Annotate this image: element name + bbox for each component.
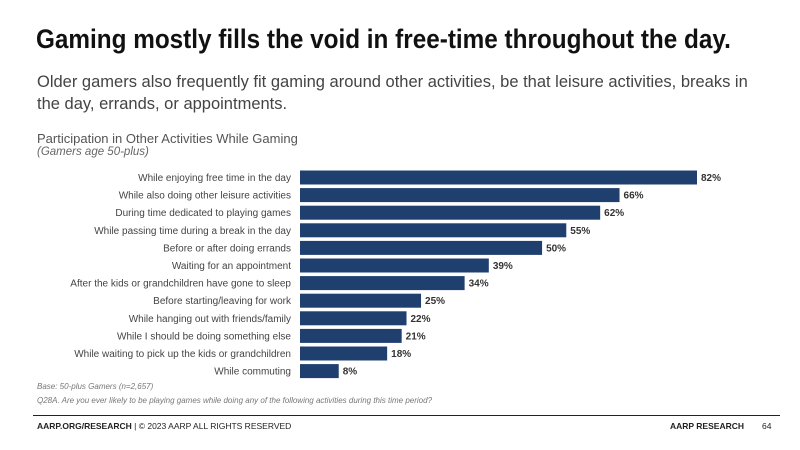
- footer-divider: [33, 415, 780, 416]
- data-label: 50%: [546, 243, 566, 254]
- data-label: 8%: [343, 367, 358, 378]
- data-label: 62%: [604, 208, 624, 219]
- data-label: 25%: [425, 296, 445, 307]
- page-title: Gaming mostly fills the void in free-tim…: [36, 24, 731, 54]
- category-label: While also doing other leisure activitie…: [119, 191, 291, 202]
- bar: [300, 346, 388, 361]
- page-subtitle: Older gamers also frequently fit gaming …: [37, 73, 748, 113]
- footer-copyright: | © 2023 AARP ALL RIGHTS RESERVED: [134, 421, 292, 431]
- base-note: Base: 50-plus Gamers (n=2,657): [37, 382, 154, 391]
- data-label: 66%: [624, 191, 644, 202]
- category-label: Before or after doing errands: [163, 243, 291, 254]
- bar: [300, 276, 465, 291]
- data-label: 22%: [411, 314, 431, 325]
- category-label: While hanging out with friends/family: [129, 314, 291, 325]
- chart-title: Participation in Other Activities While …: [37, 131, 298, 146]
- category-label: While I should be doing something else: [117, 331, 291, 342]
- data-label: 18%: [391, 349, 411, 360]
- data-label: 82%: [701, 173, 721, 184]
- bar: [300, 258, 489, 273]
- bar: [300, 293, 422, 308]
- bar: [300, 170, 697, 185]
- category-label: Before starting/leaving for work: [153, 296, 292, 307]
- bar: [300, 240, 543, 255]
- footer-site: AARP.ORG/RESEARCH: [37, 421, 132, 431]
- data-label: 39%: [493, 261, 513, 272]
- bar: [300, 311, 407, 326]
- category-label: Waiting for an appointment: [172, 261, 291, 272]
- footer-brand: AARP RESEARCH: [670, 421, 744, 431]
- bar: [300, 223, 567, 238]
- question-note: Q28A. Are you ever likely to be playing …: [37, 396, 433, 405]
- bar: [300, 328, 402, 343]
- bar: [300, 364, 339, 379]
- category-label: While passing time during a break in the…: [94, 226, 291, 237]
- category-label: During time dedicated to playing games: [115, 208, 291, 219]
- data-label: 34%: [469, 279, 489, 290]
- bar: [300, 205, 601, 220]
- footer-credits: AARP.ORG/RESEARCH | © 2023 AARP ALL RIGH…: [37, 421, 291, 431]
- data-label: 55%: [570, 226, 590, 237]
- category-label: While commuting: [214, 367, 291, 378]
- bar: [300, 188, 620, 203]
- bar-chart: While enjoying free time in the day 82% Wh…: [70, 170, 721, 379]
- category-label: While waiting to pick up the kids or gra…: [74, 349, 291, 360]
- category-label: After the kids or grandchildren have gon…: [70, 279, 291, 290]
- data-label: 21%: [406, 331, 426, 342]
- chart-subtitle: (Gamers age 50-plus): [37, 146, 149, 158]
- category-label: While enjoying free time in the day: [138, 173, 291, 184]
- page-number: 64: [762, 421, 772, 431]
